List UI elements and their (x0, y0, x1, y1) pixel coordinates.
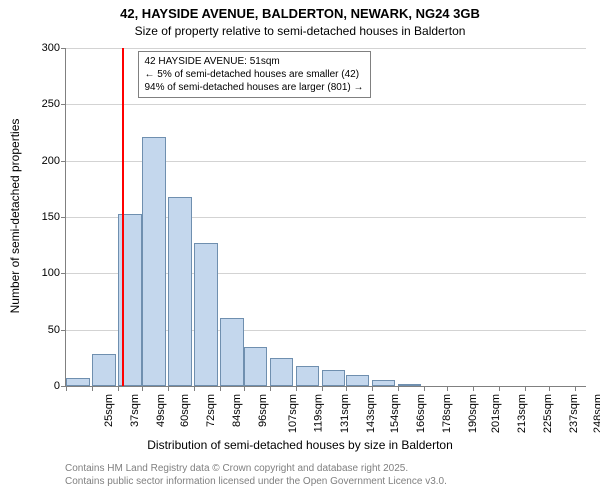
histogram-bar (322, 370, 346, 386)
annotation-line: ← 5% of semi-detached houses are smaller… (145, 68, 364, 81)
y-tick-label: 300 (42, 42, 66, 54)
x-tick-label: 237sqm (568, 394, 580, 433)
x-tick (424, 386, 425, 391)
x-tick (447, 386, 448, 391)
y-tick-label: 250 (42, 98, 66, 110)
histogram-bar (168, 197, 192, 386)
x-tick-label: 190sqm (467, 394, 479, 433)
y-axis-label: Number of semi-detached properties (8, 47, 22, 385)
x-tick-label: 60sqm (179, 394, 191, 427)
x-tick (525, 386, 526, 391)
grid-line (66, 48, 586, 49)
x-tick-label: 143sqm (365, 394, 377, 433)
x-tick-label: 96sqm (257, 394, 269, 427)
x-tick (499, 386, 500, 391)
x-tick-label: 107sqm (287, 394, 299, 433)
x-tick-label: 166sqm (415, 394, 427, 433)
x-tick (270, 386, 271, 391)
x-tick (118, 386, 119, 391)
x-tick-label: 154sqm (389, 394, 401, 433)
x-tick (575, 386, 576, 391)
x-tick (398, 386, 399, 391)
histogram-bar (296, 366, 320, 386)
x-tick (244, 386, 245, 391)
y-tick-label: 100 (42, 267, 66, 279)
x-tick (66, 386, 67, 391)
chart-container: 42, HAYSIDE AVENUE, BALDERTON, NEWARK, N… (0, 0, 600, 500)
x-tick-label: 119sqm (312, 394, 324, 432)
histogram-bar (346, 375, 370, 386)
histogram-bar (92, 354, 116, 386)
x-tick-label: 201sqm (490, 394, 502, 433)
annotation-line: 42 HAYSIDE AVENUE: 51sqm (145, 55, 364, 68)
reference-line (122, 48, 124, 386)
x-tick (296, 386, 297, 391)
x-tick (372, 386, 373, 391)
histogram-bar (194, 243, 218, 386)
annotation-box: 42 HAYSIDE AVENUE: 51sqm← 5% of semi-det… (138, 51, 371, 98)
x-tick (473, 386, 474, 391)
footer-line2: Contains public sector information licen… (65, 475, 447, 488)
footer-line1: Contains HM Land Registry data © Crown c… (65, 462, 447, 475)
y-tick-label: 50 (48, 324, 66, 336)
x-tick (549, 386, 550, 391)
histogram-bar (398, 384, 422, 386)
x-tick-label: 37sqm (129, 394, 141, 427)
x-tick-label: 84sqm (231, 394, 243, 427)
x-tick (168, 386, 169, 391)
grid-line (66, 104, 586, 105)
y-tick-label: 0 (54, 380, 66, 392)
histogram-bar (220, 318, 244, 386)
chart-title: 42, HAYSIDE AVENUE, BALDERTON, NEWARK, N… (0, 6, 600, 21)
x-tick-label: 178sqm (441, 394, 453, 433)
x-tick-label: 72sqm (205, 394, 217, 427)
histogram-bar (142, 137, 166, 386)
x-axis-label: Distribution of semi-detached houses by … (0, 438, 600, 452)
x-tick-label: 248sqm (592, 394, 600, 433)
y-tick-label: 150 (42, 211, 66, 223)
x-tick (346, 386, 347, 391)
x-tick (142, 386, 143, 391)
x-tick (322, 386, 323, 391)
x-tick-label: 213sqm (516, 394, 528, 433)
x-tick-label: 225sqm (542, 394, 554, 433)
y-tick-label: 200 (42, 155, 66, 167)
histogram-bar (270, 358, 294, 386)
chart-subtitle: Size of property relative to semi-detach… (0, 24, 600, 38)
footer-text: Contains HM Land Registry data © Crown c… (65, 462, 447, 488)
histogram-bar (372, 380, 396, 386)
histogram-bar (66, 378, 90, 386)
x-tick-label: 131sqm (339, 394, 351, 433)
x-tick-label: 25sqm (103, 394, 115, 427)
plot-area: 05010015020025030025sqm37sqm49sqm60sqm72… (65, 48, 586, 387)
histogram-bar (244, 347, 268, 386)
x-tick (92, 386, 93, 391)
x-tick (220, 386, 221, 391)
x-tick (194, 386, 195, 391)
annotation-line: 94% of semi-detached houses are larger (… (145, 81, 364, 94)
x-tick-label: 49sqm (155, 394, 167, 427)
